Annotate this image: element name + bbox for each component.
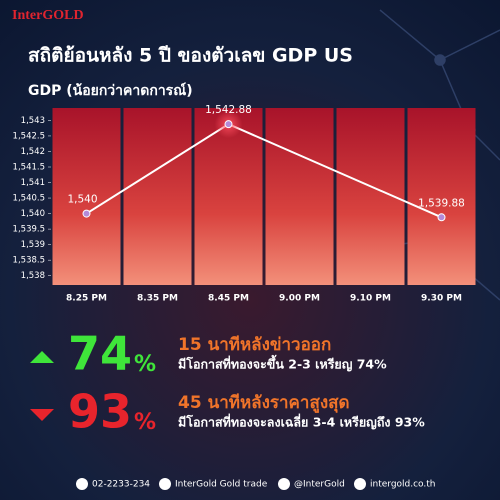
x-tick-label: 9.00 PM bbox=[279, 294, 320, 304]
point bbox=[82, 209, 91, 218]
stat-description: มีโอกาสที่ทองจะลงเฉลี่ย 3-4 เหรียญถึง 93… bbox=[178, 414, 425, 430]
stat-title: 15 นาทีหลังข่าวออก bbox=[178, 334, 331, 355]
phone-icon bbox=[76, 478, 88, 490]
brand: InterGOLD bbox=[12, 8, 84, 23]
x-tick-label: 8.45 PM bbox=[208, 294, 249, 304]
y-tick-label: 1,541.5 bbox=[13, 163, 45, 173]
column bbox=[265, 108, 334, 285]
y-tick-label: 1,538.5 bbox=[13, 256, 45, 266]
column bbox=[407, 108, 476, 285]
stat-unit: % bbox=[134, 410, 156, 435]
phone: 02-2233-234 bbox=[92, 480, 150, 490]
web-icon bbox=[354, 478, 366, 490]
y-tick-label: 1,542 bbox=[21, 147, 45, 157]
value-label: 1,540 bbox=[67, 194, 97, 206]
y-tick-label: 1,540 bbox=[21, 209, 45, 219]
point bbox=[437, 213, 446, 222]
column bbox=[123, 108, 192, 285]
direction-arrow bbox=[30, 409, 54, 421]
facebook-icon bbox=[159, 478, 171, 490]
x-tick-label: 8.35 PM bbox=[137, 294, 178, 304]
x-tick-label: 8.25 PM bbox=[66, 294, 107, 304]
y-tick-label: 1,539 bbox=[21, 240, 45, 250]
value-label: 1,542.88 bbox=[205, 104, 252, 116]
y-tick-label: 1,539.5 bbox=[13, 225, 45, 235]
direction-arrow bbox=[30, 351, 54, 363]
stat-description: มีโอกาสที่ทองจะขึ้น 2-3 เหรียญ 74% bbox=[178, 355, 387, 372]
website: intergold.co.th bbox=[370, 480, 436, 490]
x-tick-label: 9.10 PM bbox=[350, 294, 391, 304]
stat-unit: % bbox=[134, 352, 156, 377]
point bbox=[224, 120, 233, 129]
y-tick-label: 1,542.5 bbox=[13, 131, 45, 141]
chart-title: สถิติย้อนหลัง 5 ปี ของตัวเลข GDP US bbox=[28, 45, 353, 67]
stat-title: 45 นาทีหลังราคาสูงสุด bbox=[178, 392, 350, 414]
stat-value: 93 bbox=[68, 385, 132, 439]
column bbox=[52, 108, 121, 285]
y-tick-label: 1,538 bbox=[21, 271, 45, 281]
line-id: @InterGold bbox=[294, 480, 345, 490]
y-tick-label: 1,541 bbox=[21, 178, 45, 188]
y-tick-label: 1,543 bbox=[21, 116, 45, 126]
y-tick-label: 1,540.5 bbox=[13, 194, 45, 204]
value-label: 1,539.88 bbox=[418, 197, 465, 209]
chart-subtitle: GDP (น้อยกว่าคาดการณ์) bbox=[28, 82, 193, 99]
line-icon bbox=[278, 478, 290, 490]
facebook: InterGold Gold trade bbox=[175, 480, 268, 490]
stat-value: 74 bbox=[68, 327, 132, 381]
x-tick-label: 9.30 PM bbox=[421, 294, 462, 304]
